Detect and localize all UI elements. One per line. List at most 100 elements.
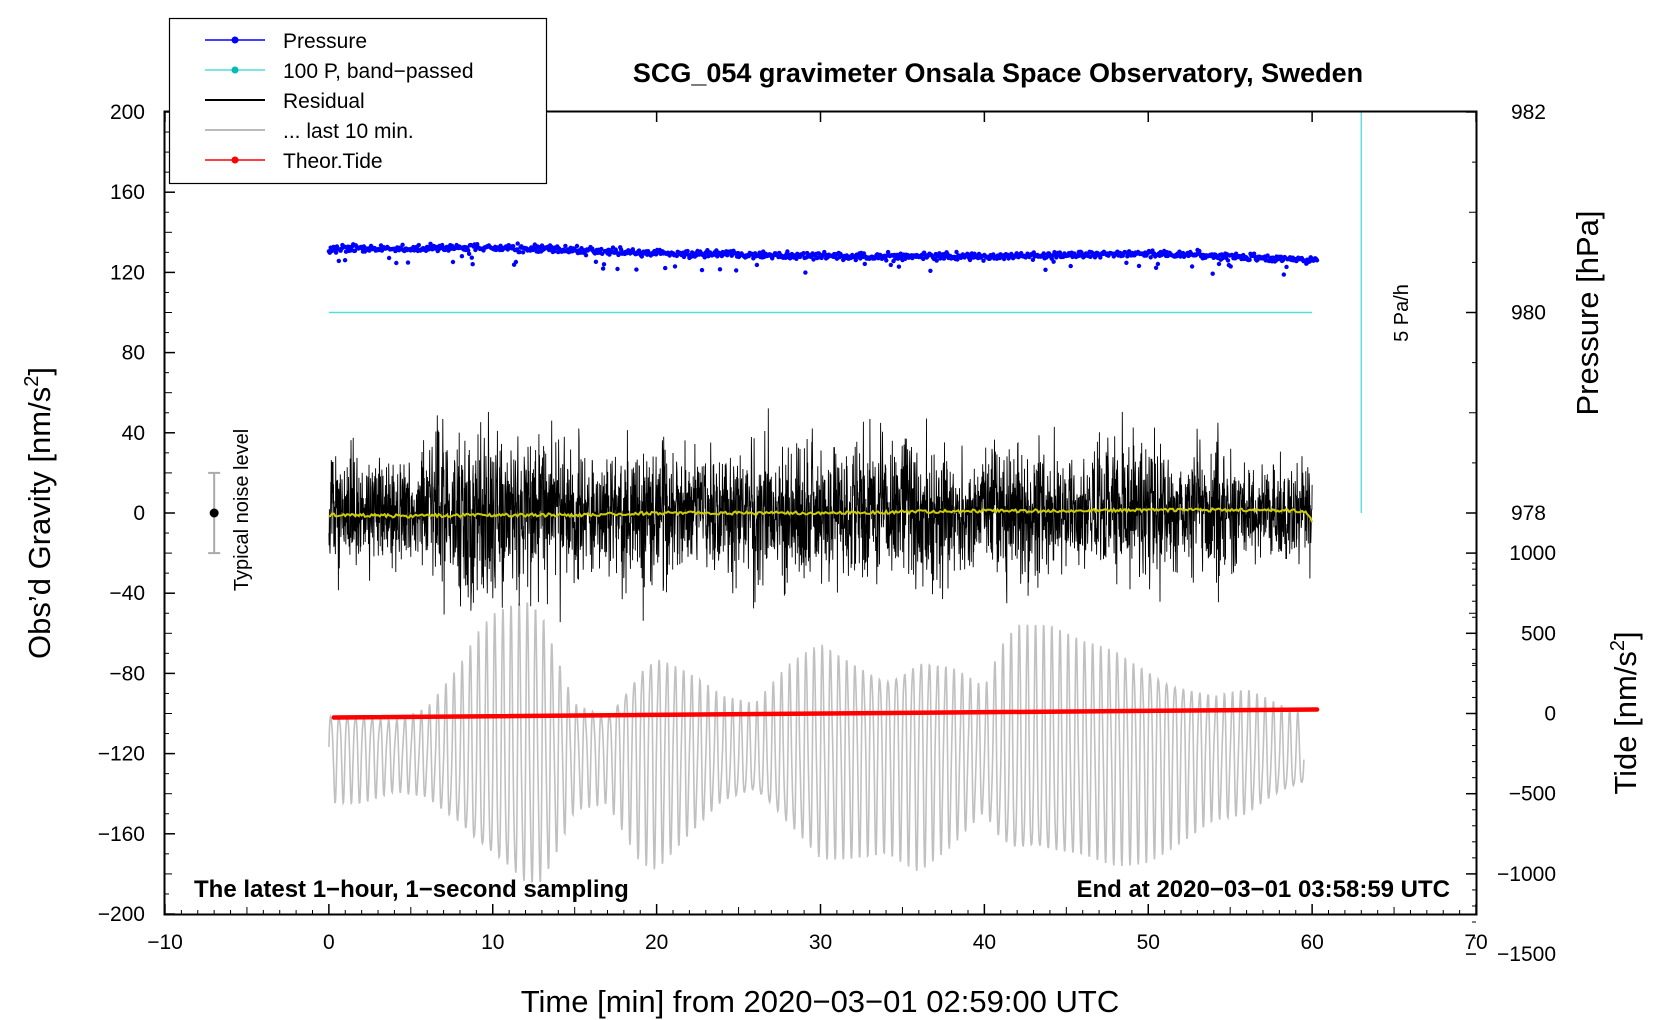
pressure-point bbox=[563, 243, 568, 249]
residual-series bbox=[328, 408, 1313, 623]
pressure-point bbox=[801, 251, 806, 256]
last-10-min-series bbox=[328, 602, 1305, 883]
y-tick-label: 120 bbox=[110, 261, 145, 284]
tide-tick-label: −1500 bbox=[1497, 943, 1556, 966]
tide-tick-label: −1000 bbox=[1497, 863, 1556, 886]
tide-axis-title: Tide [nm/s2] bbox=[1607, 631, 1643, 794]
last-10-min-line bbox=[328, 602, 1305, 883]
pressure-point bbox=[1136, 263, 1142, 269]
x-tick-label: 60 bbox=[1300, 931, 1323, 954]
x-tick-label: 0 bbox=[323, 931, 335, 954]
y-tick-label: −40 bbox=[109, 582, 145, 605]
theoretical-tide-series bbox=[331, 707, 1320, 720]
pressure-point bbox=[954, 249, 959, 255]
pressure-point bbox=[1030, 257, 1036, 262]
y-axis-title-left: Obs’d Gravity [nm/s2] bbox=[21, 367, 57, 659]
pressure-point bbox=[1197, 248, 1202, 254]
pressure-point bbox=[470, 262, 475, 267]
pressure-axis: 982 980 978 bbox=[1466, 101, 1546, 664]
pressure-point bbox=[896, 264, 902, 269]
end-time-note: End at 2020−03−01 03:58:59 UTC bbox=[1076, 876, 1450, 903]
pressure-point bbox=[1124, 260, 1129, 265]
pressure-point bbox=[634, 267, 639, 272]
pressure-point bbox=[517, 249, 522, 255]
y-tick-label: −200 bbox=[98, 903, 145, 926]
pressure-point bbox=[466, 251, 472, 256]
pressure-point bbox=[885, 249, 891, 255]
svg-text:... last 10 min.: ... last 10 min. bbox=[283, 120, 414, 143]
tide-tick-label: 500 bbox=[1521, 622, 1556, 645]
pressure-tick-label: 978 bbox=[1511, 502, 1546, 525]
tide-tick-label: −500 bbox=[1509, 783, 1556, 806]
pressure-point bbox=[416, 242, 421, 248]
pressure-point bbox=[717, 267, 723, 272]
legend-entry-theor-tide: Theor.Tide bbox=[205, 150, 383, 173]
noise-bar-dot bbox=[209, 508, 219, 518]
pressure-point bbox=[699, 267, 705, 273]
pressure-point bbox=[615, 266, 620, 272]
pressure-point bbox=[601, 262, 607, 267]
pressure-point bbox=[853, 257, 858, 263]
pressure-point bbox=[1043, 267, 1048, 272]
x-axis: −10 0 10 20 30 40 50 60 70 bbox=[147, 112, 1488, 954]
pressure-point bbox=[342, 258, 348, 263]
tide-axis: 1000 500 0 −500 −1000 −1500 bbox=[1466, 542, 1556, 966]
pressure-point bbox=[515, 241, 520, 246]
pressure-point bbox=[552, 249, 557, 254]
pressure-point bbox=[1068, 263, 1073, 269]
pressure-point bbox=[333, 250, 339, 255]
x-tick-label: 50 bbox=[1137, 931, 1160, 954]
pressure-point bbox=[336, 258, 341, 264]
pressure-series bbox=[326, 241, 1320, 277]
theor-tide-line bbox=[331, 707, 1320, 720]
noise-level-label: Typical noise level bbox=[231, 429, 253, 591]
chart-title: SCG_054 gravimeter Onsala Space Observat… bbox=[633, 58, 1363, 88]
pressure-point bbox=[593, 259, 599, 264]
pressure-point bbox=[1265, 253, 1270, 258]
pressure-point bbox=[754, 262, 760, 268]
x-tick-label: −10 bbox=[147, 931, 183, 954]
pressure-point bbox=[1051, 259, 1056, 264]
y-tick-label: 160 bbox=[110, 181, 145, 204]
pressure-point bbox=[934, 258, 939, 263]
pressure-point bbox=[803, 270, 808, 275]
pressure-point bbox=[1228, 264, 1233, 269]
pressure-tick-label: 980 bbox=[1511, 302, 1546, 325]
pressure-point bbox=[513, 259, 519, 265]
x-tick-label: 30 bbox=[809, 931, 832, 954]
pressure-point bbox=[702, 255, 707, 260]
pressure-point bbox=[1148, 255, 1153, 260]
smoothed-residual-line bbox=[328, 507, 1314, 523]
pressure-point bbox=[1153, 265, 1159, 270]
legend-entry-pressure: Pressure bbox=[205, 30, 367, 53]
smoothed-residual-series bbox=[328, 507, 1314, 523]
y-tick-label: 200 bbox=[110, 101, 145, 124]
pressure-point bbox=[1041, 251, 1046, 256]
x-tick-label: 10 bbox=[481, 931, 504, 954]
legend-entry-last-10-min: ... last 10 min. bbox=[205, 120, 414, 143]
x-tick-label: 70 bbox=[1464, 931, 1487, 954]
pressure-point bbox=[981, 258, 986, 263]
pressure-point bbox=[663, 265, 668, 271]
tide-tick-label: 0 bbox=[1544, 703, 1556, 726]
pressure-point bbox=[1088, 254, 1093, 259]
pressure-point bbox=[1284, 264, 1289, 270]
pressure-point bbox=[386, 255, 392, 261]
pressure-point bbox=[520, 250, 526, 255]
pressure-point bbox=[1281, 272, 1287, 277]
pressure-point bbox=[394, 260, 399, 266]
pressure-point bbox=[1189, 264, 1195, 269]
annotations-layer bbox=[208, 112, 1363, 555]
pressure-point bbox=[405, 260, 411, 265]
y-tick-label: 40 bbox=[122, 422, 145, 445]
pressure-point bbox=[1177, 249, 1182, 254]
pressure-point bbox=[1210, 271, 1215, 276]
pressure-point bbox=[685, 248, 690, 254]
pressure-point bbox=[600, 266, 606, 271]
x-axis-title: Time [min] from 2020−03−01 02:59:00 UTC bbox=[521, 984, 1120, 1019]
tide-tick-label: 1000 bbox=[1509, 542, 1556, 565]
residual-line bbox=[328, 408, 1313, 623]
pressure-axis-title: Pressure [hPa] bbox=[1570, 210, 1605, 415]
pressure-point bbox=[1225, 258, 1231, 263]
